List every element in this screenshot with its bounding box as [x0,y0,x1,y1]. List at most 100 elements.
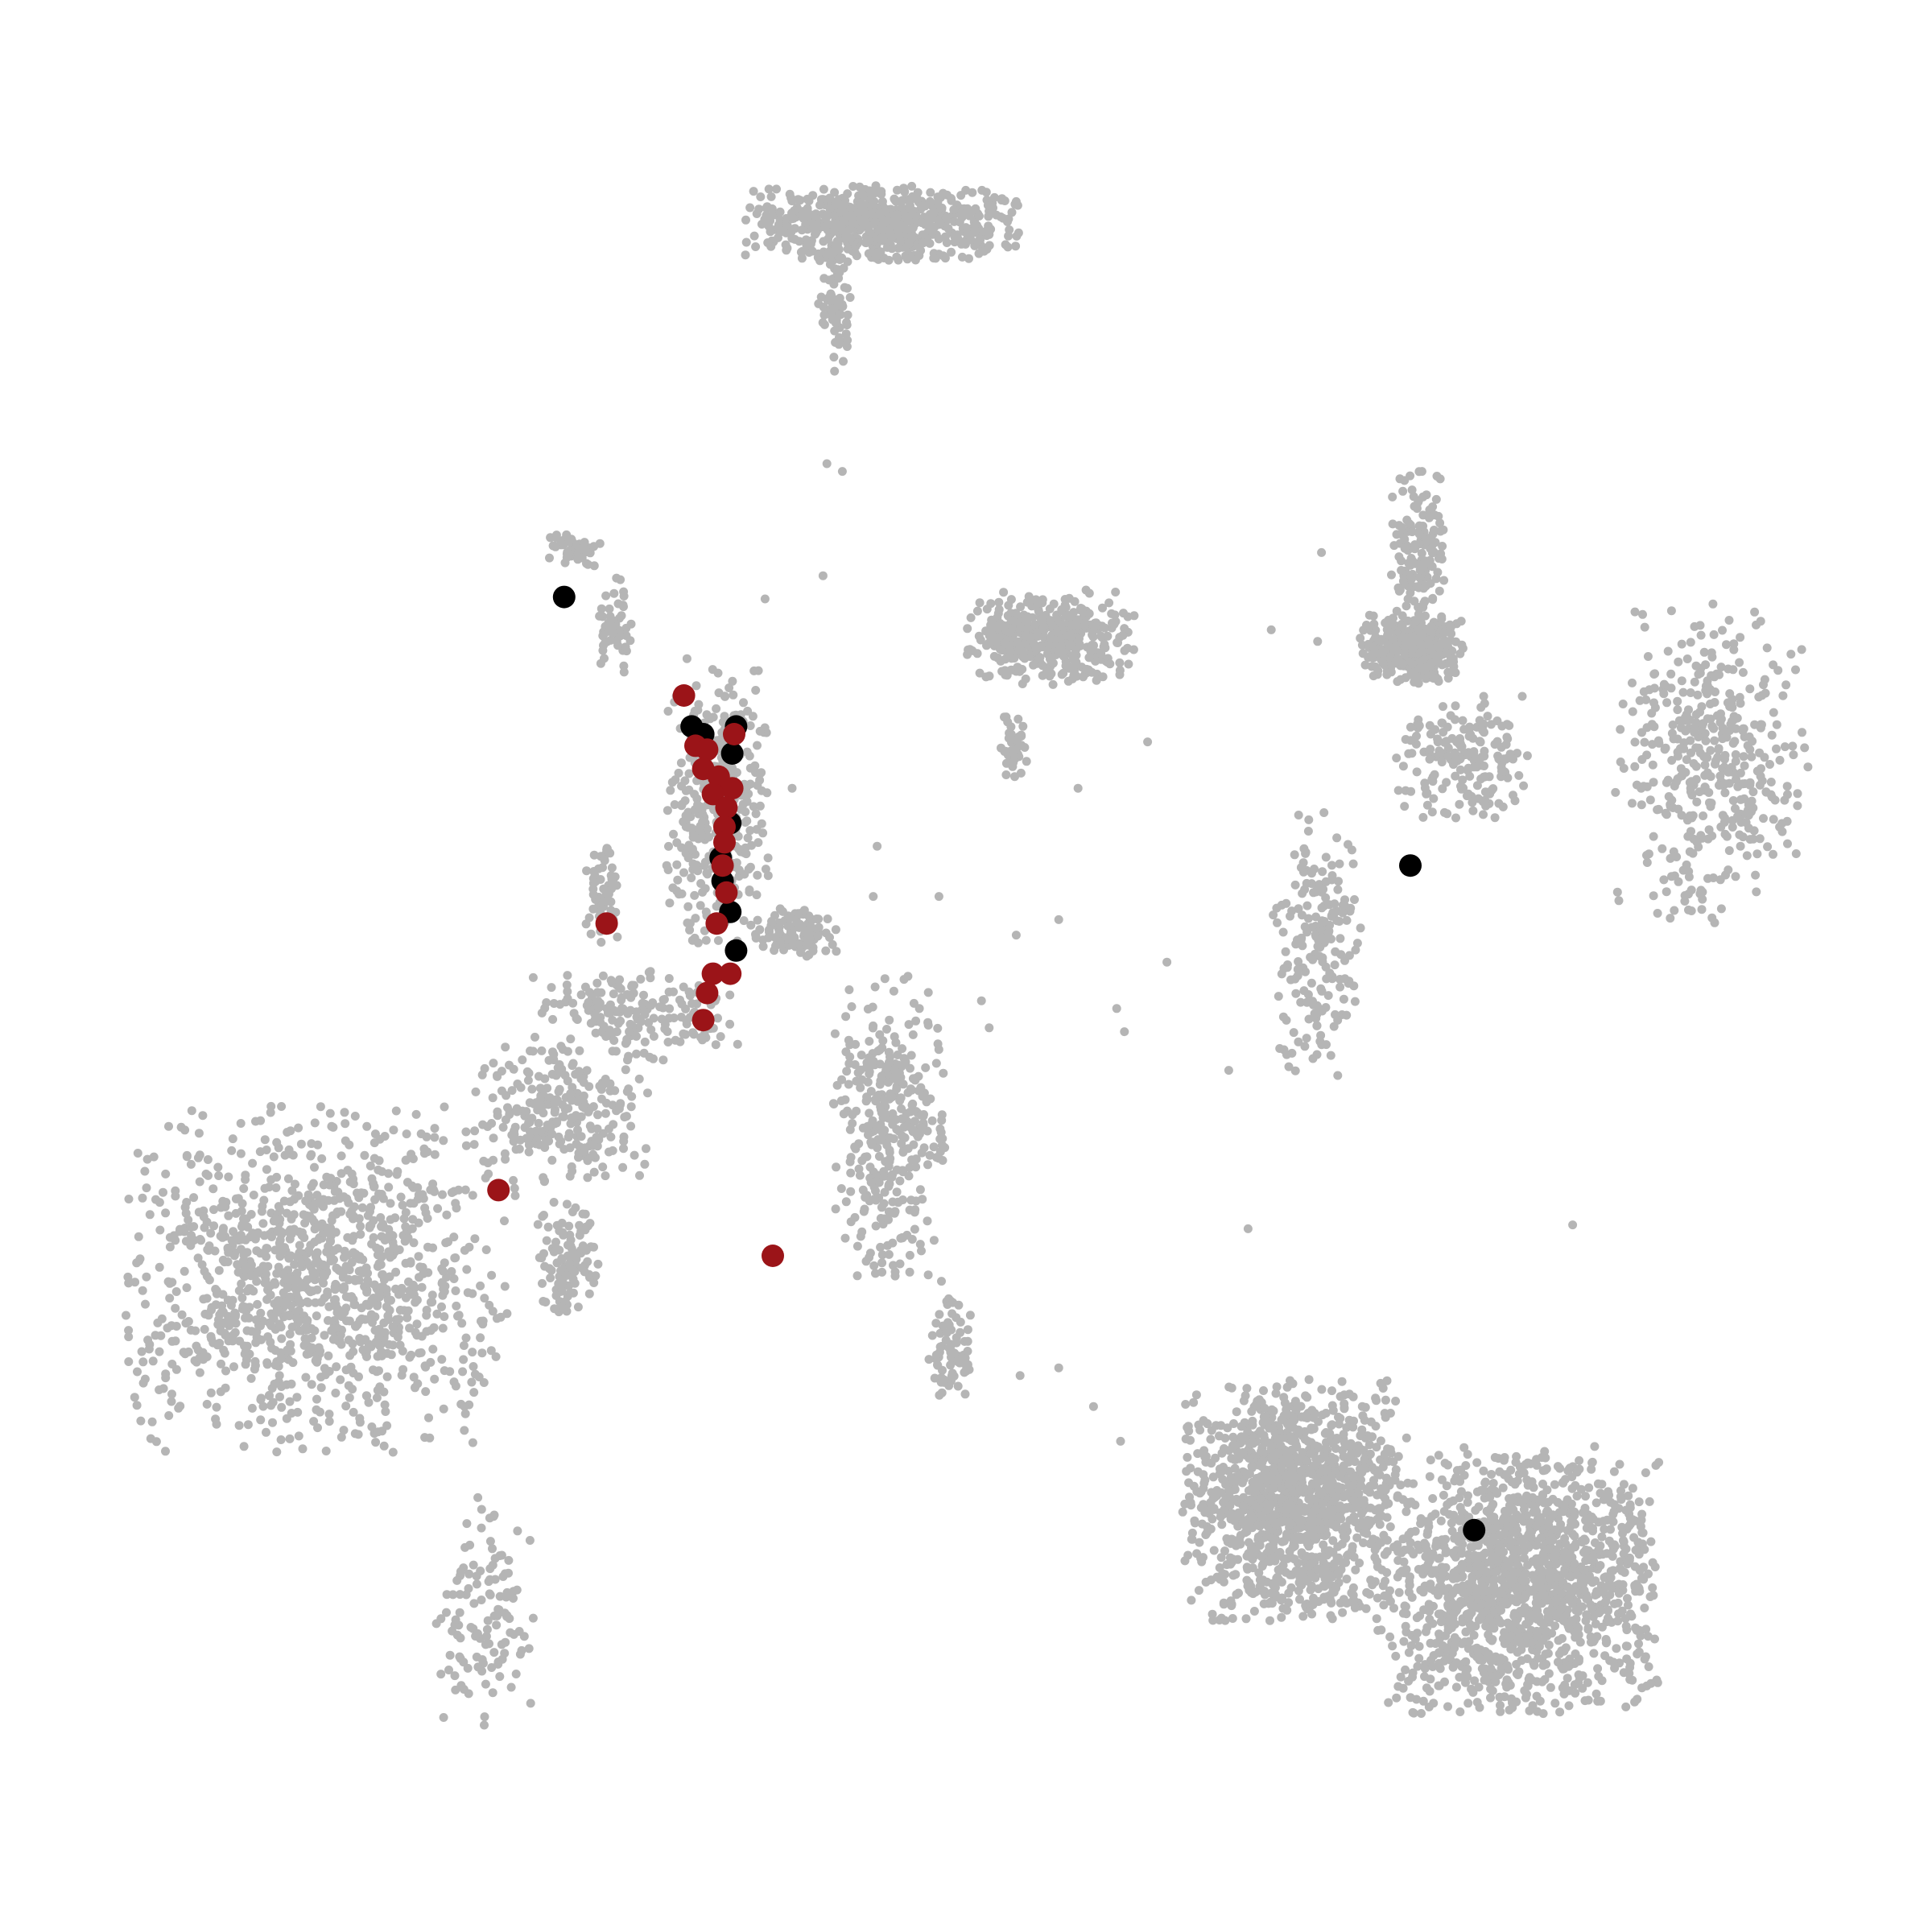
background-point [174,1403,184,1413]
background-point [528,1613,538,1623]
background-point [883,1241,892,1250]
background-point [1118,630,1128,640]
background-point [1326,1051,1335,1060]
background-point [850,1142,860,1152]
background-point [813,931,823,941]
background-point [1124,659,1133,669]
background-point [844,1080,853,1089]
background-point [856,1083,865,1092]
background-point [1006,595,1016,605]
background-point [1400,543,1410,553]
background-point [890,1032,899,1042]
background-point [617,993,626,1002]
background-point [467,1377,477,1387]
background-point [345,1393,354,1402]
background-point [693,938,703,947]
background-point [832,1162,841,1172]
background-point [562,980,572,989]
background-point [211,1285,221,1294]
background-point [974,631,984,641]
background-point [1463,763,1473,773]
background-point [663,806,672,815]
background-point [1335,859,1344,869]
background-point [1435,586,1444,596]
background-point [480,1712,489,1722]
background-point [1329,1022,1339,1031]
background-point [1403,594,1413,604]
background-point [1062,631,1071,640]
background-point [601,1108,610,1118]
background-point [1013,714,1023,724]
background-point [1443,809,1452,819]
background-point [712,704,721,713]
background-point [449,1232,459,1242]
background-point [745,203,755,213]
background-point [461,1127,471,1137]
background-point [380,1132,390,1141]
background-point [905,217,914,226]
background-point [477,1348,487,1358]
background-point [417,1282,427,1292]
background-point [1294,1037,1303,1046]
background-point [250,1356,260,1366]
background-point [1439,629,1449,638]
background-point [660,1024,670,1034]
background-point [572,1111,580,1121]
background-point [815,200,824,210]
background-point [1070,597,1080,606]
background-point [571,1203,580,1212]
background-point [328,1122,338,1132]
background-point [767,204,777,213]
background-point [220,1348,229,1358]
background-point [472,1571,481,1581]
background-point [493,1107,502,1117]
background-point [297,1231,307,1241]
background-point [393,1166,402,1176]
background-point [266,1101,276,1111]
background-point [283,1128,292,1137]
background-point [666,786,675,795]
background-point [231,1319,241,1328]
background-point [597,1094,606,1104]
background-point [887,1092,897,1102]
background-point [1456,782,1465,791]
background-point [824,275,834,285]
background-point [1054,647,1063,657]
background-point [1500,767,1509,776]
background-point [1431,494,1441,504]
background-point [1413,582,1422,592]
background-point [308,1273,317,1282]
background-point [828,247,837,257]
background-point [671,775,680,785]
background-point [573,1125,582,1135]
background-point [828,1099,838,1108]
background-point [433,1203,443,1213]
background-point [430,1133,440,1142]
background-point [614,1104,624,1113]
background-point [283,1283,292,1293]
background-point [955,217,964,227]
background-point [454,1311,464,1320]
background-point [206,1331,216,1341]
background-point [607,863,617,873]
background-point [384,1183,394,1192]
background-point [636,974,646,984]
background-point [437,1355,447,1364]
background-point [1096,649,1106,658]
background-point [378,1269,387,1279]
background-point [1110,610,1120,620]
background-point [138,1193,147,1203]
background-point [163,1323,172,1333]
background-point [700,857,710,867]
background-point [917,1148,927,1158]
background-point [755,769,765,778]
background-point [644,1018,654,1027]
background-point [384,1247,394,1257]
background-point [204,1170,213,1180]
background-point [224,1172,233,1182]
background-point [408,1154,418,1163]
background-point [676,758,686,768]
background-point [1445,620,1455,630]
background-point [511,1670,521,1678]
background-point [877,233,886,242]
